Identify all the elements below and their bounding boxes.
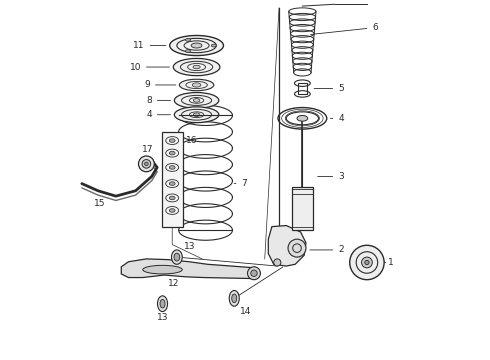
Ellipse shape <box>174 253 180 261</box>
Ellipse shape <box>211 44 216 47</box>
Circle shape <box>139 156 154 172</box>
Circle shape <box>288 239 306 257</box>
Ellipse shape <box>232 294 237 303</box>
Text: 13: 13 <box>157 313 168 322</box>
Text: 16: 16 <box>186 136 197 145</box>
Ellipse shape <box>172 250 182 264</box>
Text: 12: 12 <box>168 279 179 288</box>
Text: 11: 11 <box>133 41 166 50</box>
Ellipse shape <box>170 36 223 55</box>
Ellipse shape <box>194 99 200 102</box>
Ellipse shape <box>192 83 201 87</box>
Text: 10: 10 <box>129 63 170 72</box>
Ellipse shape <box>143 265 182 274</box>
Ellipse shape <box>179 79 214 91</box>
Text: 14: 14 <box>240 307 251 316</box>
Ellipse shape <box>297 116 308 121</box>
Ellipse shape <box>160 300 165 308</box>
Circle shape <box>247 267 260 280</box>
Text: 15: 15 <box>94 199 105 208</box>
Text: 1: 1 <box>385 258 394 267</box>
Ellipse shape <box>174 107 219 123</box>
Polygon shape <box>269 226 306 266</box>
Ellipse shape <box>194 113 200 117</box>
Text: 3: 3 <box>318 172 344 181</box>
Ellipse shape <box>170 166 175 169</box>
Circle shape <box>145 162 148 166</box>
Text: 4: 4 <box>330 114 344 123</box>
Ellipse shape <box>193 65 200 69</box>
Bar <box>162 132 183 226</box>
Circle shape <box>365 260 369 265</box>
Circle shape <box>274 259 281 266</box>
Ellipse shape <box>170 196 175 200</box>
Text: 9: 9 <box>144 81 176 90</box>
Circle shape <box>142 159 151 168</box>
Bar <box>292 187 313 230</box>
Text: 17: 17 <box>143 145 154 154</box>
Bar <box>298 83 307 94</box>
Text: 4: 4 <box>146 110 171 119</box>
Ellipse shape <box>229 291 239 306</box>
Text: 13: 13 <box>184 242 196 251</box>
Ellipse shape <box>170 151 175 155</box>
Text: 7: 7 <box>234 179 247 188</box>
Text: 8: 8 <box>146 96 171 105</box>
Text: 6: 6 <box>311 23 378 35</box>
Circle shape <box>362 257 372 268</box>
Ellipse shape <box>186 50 191 53</box>
Ellipse shape <box>170 182 175 185</box>
Ellipse shape <box>186 39 191 41</box>
Ellipse shape <box>157 296 168 312</box>
Text: 5: 5 <box>314 84 344 93</box>
Ellipse shape <box>170 139 175 142</box>
Ellipse shape <box>173 58 220 76</box>
Circle shape <box>251 270 257 276</box>
Ellipse shape <box>170 209 175 212</box>
Ellipse shape <box>191 43 202 48</box>
Ellipse shape <box>174 93 219 108</box>
Polygon shape <box>122 259 259 279</box>
Circle shape <box>350 245 384 280</box>
Text: 2: 2 <box>310 246 344 255</box>
